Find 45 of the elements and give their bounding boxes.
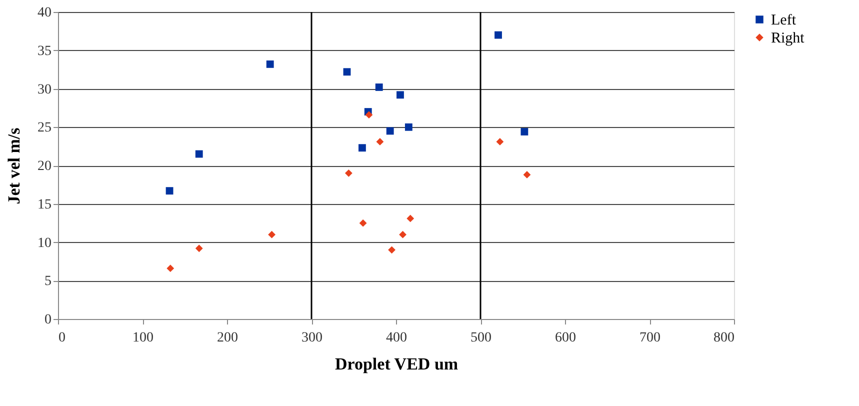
point xyxy=(359,219,367,227)
point xyxy=(344,169,352,177)
legend-label: Left xyxy=(771,12,797,28)
point xyxy=(195,150,203,158)
y-tick-label: 5 xyxy=(44,274,52,290)
legend-label: Right xyxy=(771,30,806,46)
y-tick-label: 25 xyxy=(38,120,52,136)
x-tick-label: 0 xyxy=(58,330,66,346)
x-tick-label: 600 xyxy=(555,330,576,346)
point xyxy=(166,264,174,272)
point xyxy=(166,187,174,195)
point xyxy=(388,246,396,254)
point xyxy=(494,31,502,39)
point xyxy=(358,144,366,152)
y-tick-label: 35 xyxy=(38,44,52,59)
point xyxy=(266,60,274,68)
y-tick-label: 0 xyxy=(44,312,52,328)
point xyxy=(386,127,394,135)
point xyxy=(365,111,373,119)
point xyxy=(195,244,203,252)
y-tick-label: 15 xyxy=(38,197,52,212)
point xyxy=(268,230,276,238)
y-tick-label: 30 xyxy=(38,82,52,98)
x-tick-label: 700 xyxy=(640,330,660,346)
y-tick-label: 10 xyxy=(38,236,52,251)
y-axis-title: Jet vel m/s xyxy=(4,127,24,204)
point xyxy=(396,91,404,99)
point xyxy=(406,214,414,222)
x-tick-label: 400 xyxy=(386,330,407,346)
x-tick-label: 100 xyxy=(132,330,154,346)
point xyxy=(343,68,351,76)
y-tick-label: 40 xyxy=(38,6,52,20)
x-tick-label: 800 xyxy=(714,330,734,346)
point xyxy=(404,123,412,131)
point xyxy=(375,84,383,91)
point xyxy=(496,138,504,146)
x-tick-label: 200 xyxy=(217,330,238,346)
x-tick-label: 500 xyxy=(470,330,492,346)
x-tick-label: 300 xyxy=(302,330,322,346)
point xyxy=(399,230,406,238)
point xyxy=(376,138,384,146)
point xyxy=(523,171,531,178)
x-axis-title: Droplet VED um xyxy=(334,354,458,374)
point xyxy=(520,128,528,136)
y-tick-label: 20 xyxy=(38,159,52,174)
